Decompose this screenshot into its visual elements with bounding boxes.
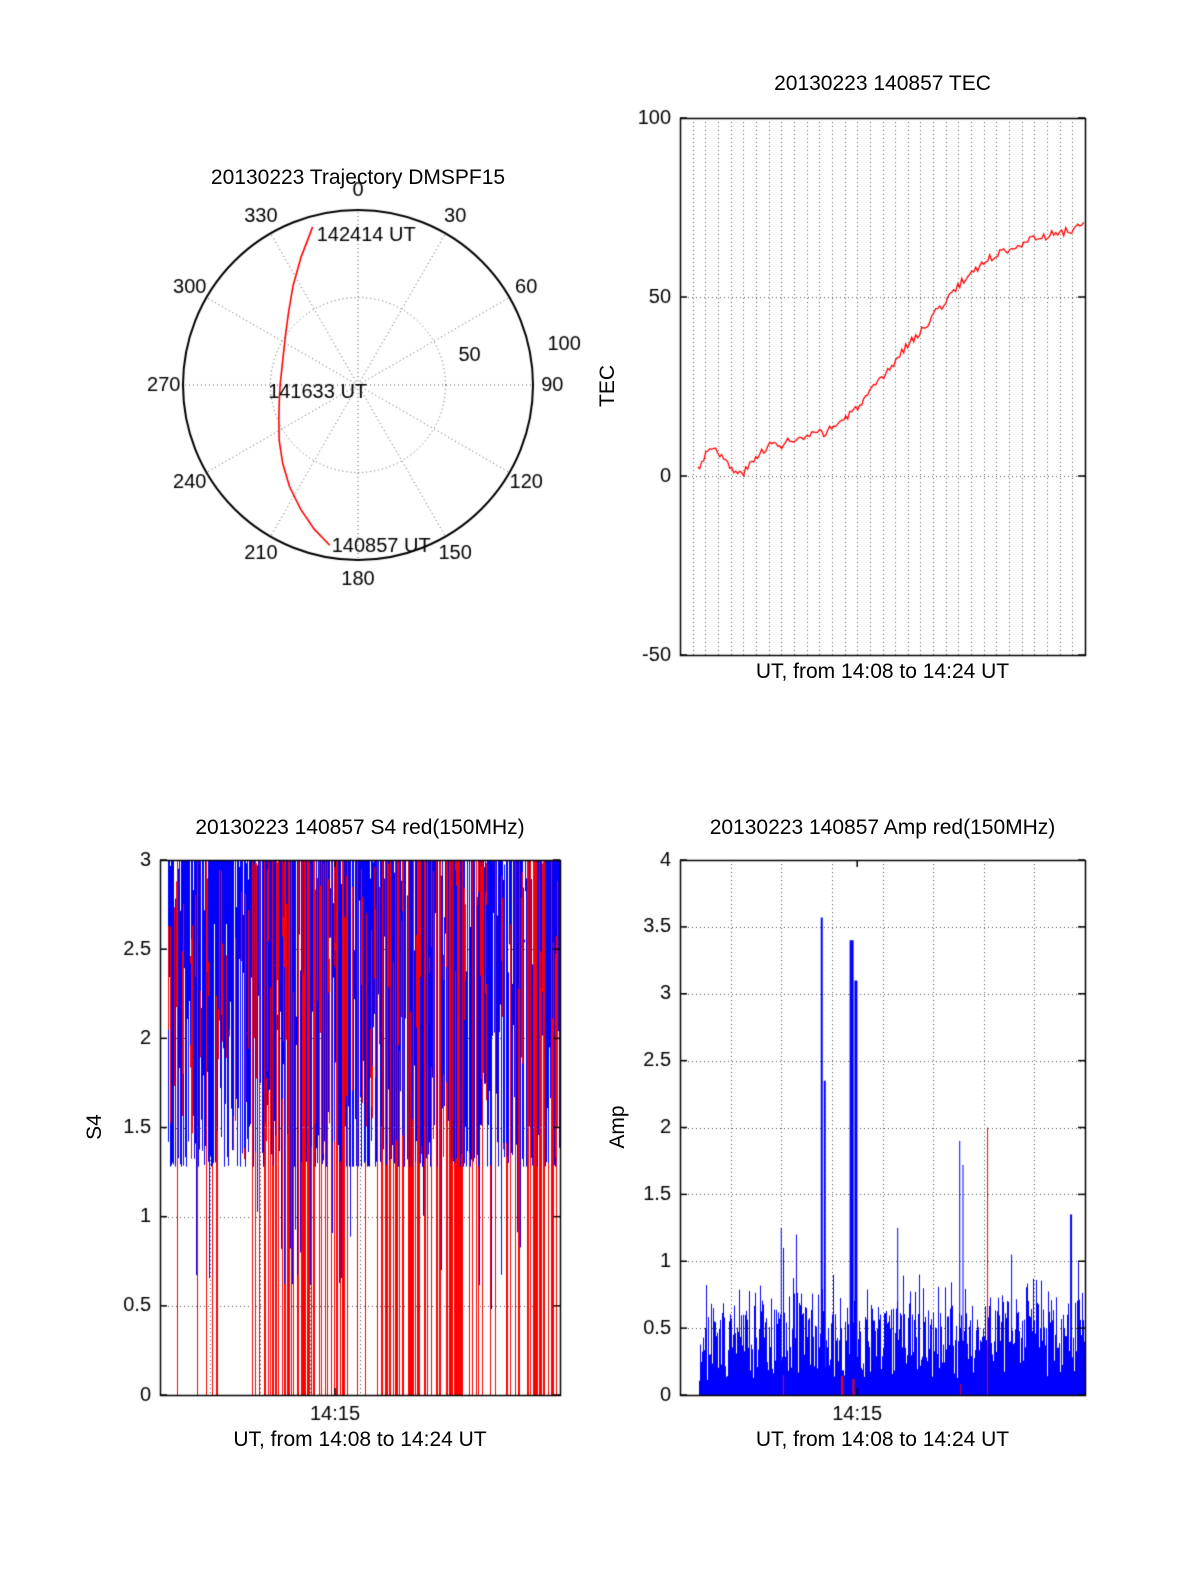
amp-title: 20130223 140857 Amp red(150MHz) [709,816,1056,839]
s4-x-axis-label: UT, from 14:08 to 14:24 UT [233,1428,487,1451]
s4-title: 20130223 140857 S4 red(150MHz) [195,816,525,839]
tec-y-axis-label: TEC [596,365,619,407]
trajectory-title: 20130223 Trajectory DMSPF15 [210,166,506,189]
tec-title: 20130223 140857 TEC [774,72,991,95]
amp-y-axis-label: Amp [606,1105,629,1149]
amp-x-axis-label: UT, from 14:08 to 14:24 UT [755,1428,1010,1451]
tec-x-axis-label: UT, from 14:08 to 14:24 UT [755,660,1010,683]
s4-y-axis-label: S4 [83,1114,106,1140]
